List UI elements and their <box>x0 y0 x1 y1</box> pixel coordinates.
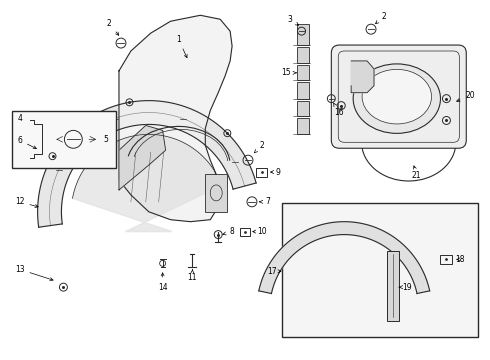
Text: 2: 2 <box>254 141 264 153</box>
Text: 19: 19 <box>399 283 412 292</box>
Text: 16: 16 <box>334 103 344 117</box>
Bar <box>296 82 309 99</box>
Text: 3: 3 <box>287 15 298 25</box>
Polygon shape <box>38 100 256 227</box>
Text: 9: 9 <box>270 167 280 176</box>
Bar <box>282 203 478 337</box>
Polygon shape <box>351 61 374 93</box>
FancyBboxPatch shape <box>331 45 466 148</box>
Ellipse shape <box>362 69 432 124</box>
Bar <box>205 174 227 212</box>
Text: 18: 18 <box>456 255 465 264</box>
Bar <box>296 118 309 134</box>
Bar <box>256 168 268 176</box>
Text: 7: 7 <box>260 197 270 206</box>
Polygon shape <box>119 125 166 190</box>
Bar <box>441 255 452 264</box>
Text: 4: 4 <box>17 114 22 123</box>
Text: 2: 2 <box>107 19 119 35</box>
Text: 21: 21 <box>412 166 421 180</box>
Text: 13: 13 <box>15 265 53 281</box>
Bar <box>296 100 309 117</box>
Text: 1: 1 <box>176 35 187 58</box>
Text: 11: 11 <box>188 270 197 282</box>
Bar <box>296 65 309 80</box>
Text: 14: 14 <box>158 273 168 292</box>
Text: 12: 12 <box>15 197 38 207</box>
Text: 17: 17 <box>267 267 281 276</box>
Text: 6: 6 <box>17 136 36 149</box>
Text: 8: 8 <box>223 227 235 236</box>
Text: 2: 2 <box>375 12 386 24</box>
Text: 5: 5 <box>104 135 108 144</box>
Polygon shape <box>73 134 221 231</box>
Polygon shape <box>119 15 232 222</box>
Bar <box>12 111 116 168</box>
Text: 10: 10 <box>253 227 267 236</box>
Bar <box>240 228 250 235</box>
Bar <box>387 251 399 321</box>
Bar <box>296 47 309 63</box>
Text: 15: 15 <box>281 68 296 77</box>
Ellipse shape <box>353 64 441 133</box>
Polygon shape <box>259 222 430 293</box>
Bar <box>296 24 309 45</box>
Text: 20: 20 <box>457 91 475 102</box>
